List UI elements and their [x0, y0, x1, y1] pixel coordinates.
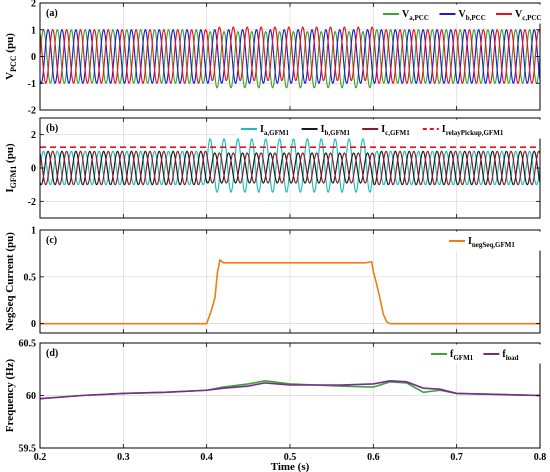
x-tick-label: 0.6: [367, 452, 380, 463]
legend: InegSeq,GFM1: [445, 231, 541, 251]
x-tick-label: 0.7: [450, 452, 463, 463]
legend-box: [445, 231, 541, 251]
legend-entry: InegSeq,GFM1: [468, 236, 515, 249]
y-axis-label: IGFM1 (pu): [4, 143, 18, 193]
legend: fGFM1 fload: [427, 344, 541, 364]
series-line-b-pcc: [40, 29, 540, 84]
panel-label: (d): [46, 348, 58, 359]
legend: Ia,GFM1 Ib,GFM1 Ic,GFM1 IrelayPickup,GFM1: [237, 119, 541, 139]
x-tick-label: 0.3: [117, 452, 130, 463]
panel-d: 59.5 60 60.5 0.2 0.3 0.4 0.5 0.6 0.7 0.8 (d) Freque…: [4, 339, 546, 472]
y-tick-label: 0: [31, 319, 36, 330]
series-group: [40, 379, 540, 400]
legend-entry: Vb,PCC: [459, 9, 486, 22]
legend-entry: Va,PCC: [402, 9, 429, 22]
x-tick-label: 0.5: [284, 452, 297, 463]
y-tick-label: 60: [26, 391, 36, 402]
legend-entry: Ib,GFM1: [321, 124, 351, 137]
series-line-load: [40, 379, 540, 400]
panel-label: (c): [46, 235, 57, 246]
y-tick-label: 1: [31, 226, 36, 237]
y-tick-label: -1: [28, 79, 36, 90]
y-axis-label: Frequency (Hz): [4, 358, 16, 432]
series-line-a-gfm1: [40, 138, 540, 193]
x-tick-label: 0.2: [34, 452, 47, 463]
panel-label: (b): [46, 123, 58, 134]
legend-entry: IrelayPickup,GFM1: [442, 124, 504, 137]
y-tick-label: 60.5: [19, 339, 37, 350]
series-group: [40, 258, 540, 325]
series-line-negseq-gfm1: [40, 258, 540, 325]
panel-c: 0 0.5 1 (c) NegSeq Current (pu) InegSeq,GFM1: [4, 226, 541, 334]
series-line-b-gfm1: [40, 150, 540, 186]
y-axis-label: VPCC (pu): [4, 33, 18, 80]
legend-entry: Ia,GFM1: [260, 124, 289, 137]
y-tick-label: -2: [28, 197, 36, 208]
y-tick-label: 2: [31, 0, 36, 10]
panel-b: -2 0 2 (b) IGFM1 (pu) Ia,GFM1 Ib,GFM1 Ic,GFM1 Ir…: [4, 117, 541, 219]
legend: Va,PCC Vb,PCC Vc,PCC: [379, 4, 541, 24]
y-tick-label: 59.5: [19, 444, 37, 455]
y-tick-label: -2: [28, 106, 36, 117]
series-group: [40, 138, 540, 193]
y-tick-label: 2: [31, 130, 36, 141]
y-axis-label: NegSeq Current (pu): [4, 232, 16, 331]
y-tick-label: 1: [31, 25, 36, 36]
legend-entry: Ic,GFM1: [381, 124, 410, 137]
series-line-c-gfm1: [40, 150, 540, 186]
legend-entry: fload: [502, 349, 518, 362]
series-line-c-pcc: [40, 26, 540, 84]
series-line-a-pcc: [40, 29, 540, 89]
y-tick-label: 0: [31, 52, 36, 63]
legend-box: [237, 119, 541, 139]
legend-box: [379, 4, 541, 24]
y-tick-label: 0: [31, 164, 36, 175]
legend-entry: Vc,PCC: [515, 9, 541, 22]
x-axis-label: Time (s): [271, 461, 310, 472]
series-group: [40, 26, 540, 89]
legend-entry: fGFM1: [450, 349, 474, 362]
panel-label: (a): [46, 8, 58, 19]
panel-a: -2 -1 0 1 2 (a) VPCC (pu) Va,PCC Vb,PCC Vc,PCC: [4, 0, 541, 117]
y-tick-label: 0.5: [24, 272, 37, 283]
x-tick-label: 0.8: [534, 452, 547, 463]
x-tick-label: 0.4: [200, 452, 213, 463]
